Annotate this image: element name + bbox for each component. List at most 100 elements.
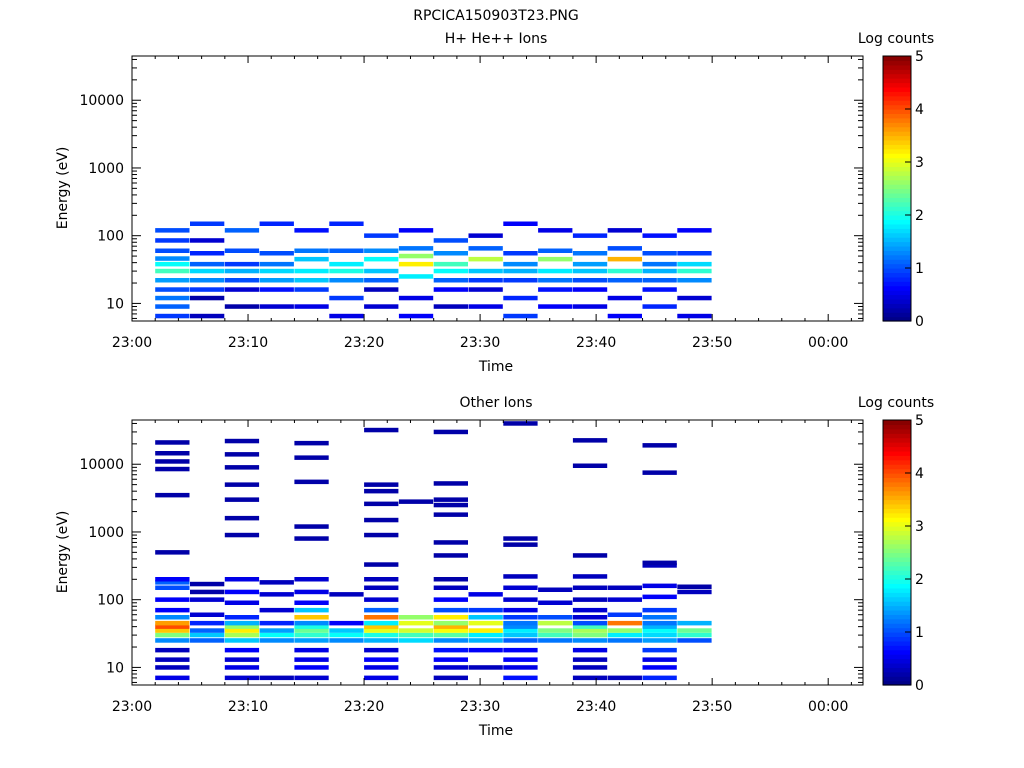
heatmap-cell <box>190 620 225 626</box>
heatmap-cell <box>190 251 225 256</box>
colorbar-segment <box>883 450 911 456</box>
colorbar-segment <box>883 245 911 251</box>
heatmap-cell <box>294 632 329 638</box>
colorbar-segment <box>883 228 911 234</box>
heatmap-cell <box>364 665 399 670</box>
heatmap-cell <box>433 585 468 590</box>
panel-hplus-heplusplus: H+ He++ Ions 23:00 23:10 23:20 23:30 23:40 23… <box>55 31 934 375</box>
colorbar-segment <box>883 424 911 430</box>
heatmap-cell <box>364 657 399 662</box>
heatmap-cell <box>538 638 573 643</box>
x-tick-label: 23:00 <box>112 335 152 351</box>
heatmap-cell <box>468 632 503 638</box>
heatmap-cell <box>607 675 642 681</box>
heatmap-cell <box>538 587 573 592</box>
heatmap-cell <box>468 278 503 283</box>
colorbar-segment <box>883 78 911 84</box>
heatmap-cell <box>224 482 260 487</box>
colorbar-segment <box>883 649 911 655</box>
heatmap-cell <box>572 438 608 443</box>
heatmap-cell <box>433 638 468 643</box>
heatmap-cell <box>538 248 573 253</box>
heatmap-cell <box>642 665 677 670</box>
heatmap-cell <box>572 304 608 309</box>
heatmap-cell <box>503 628 538 633</box>
heatmap-cell <box>294 256 329 262</box>
heatmap-cell <box>224 497 260 502</box>
colorbar-segment <box>883 215 911 221</box>
colorbar-segment <box>883 539 911 545</box>
colorbar-segment <box>883 272 911 278</box>
colorbar-segment <box>883 312 911 318</box>
heatmap-cell <box>433 261 468 267</box>
colorbar-segment <box>883 166 911 172</box>
heatmap-cell <box>364 287 399 292</box>
heatmap-cell <box>364 532 399 538</box>
heatmap-cell <box>538 268 573 274</box>
heatmap-cell <box>294 479 329 485</box>
colorbar-segment <box>883 609 911 615</box>
panel-2-cells <box>155 421 712 681</box>
heatmap-cell <box>642 647 677 653</box>
heatmap-cell <box>433 657 468 662</box>
heatmap-cell <box>572 463 608 468</box>
colorbar-segment <box>883 473 911 479</box>
heatmap-cell <box>642 233 677 238</box>
colorbar-segment <box>883 307 911 313</box>
heatmap-cell <box>294 600 329 605</box>
colorbar-segment <box>883 433 911 439</box>
heatmap-cell <box>503 620 538 626</box>
heatmap-cell <box>503 632 538 638</box>
heatmap-cell <box>259 675 294 681</box>
heatmap-cell <box>433 497 468 502</box>
heatmap-cell <box>433 577 468 582</box>
x-tick-label: 23:40 <box>576 699 616 715</box>
heatmap-cell <box>607 585 642 590</box>
heatmap-cell <box>224 589 260 595</box>
heatmap-cell <box>468 620 503 626</box>
panel-2-y-axis-label: Energy (eV) <box>55 511 71 594</box>
colorbar-tick-label: 0 <box>915 678 924 694</box>
heatmap-cell <box>433 278 468 283</box>
heatmap-cell <box>503 421 538 426</box>
heatmap-cell <box>224 261 260 267</box>
colorbar-tick-label: 2 <box>915 572 924 588</box>
heatmap-cell <box>224 577 260 582</box>
colorbar-segment <box>883 148 911 154</box>
colorbar-segment <box>883 250 911 256</box>
colorbar-segment <box>883 259 911 265</box>
colorbar-segment <box>883 126 911 132</box>
colorbar-segment <box>883 503 911 509</box>
colorbar-segment <box>883 60 911 66</box>
heatmap-cell <box>294 647 329 653</box>
heatmap-cell <box>294 589 329 595</box>
heatmap-cell <box>468 233 503 238</box>
heatmap-cell <box>190 638 225 643</box>
heatmap-cell <box>224 287 260 292</box>
heatmap-cell <box>155 624 190 629</box>
heatmap-cell <box>224 452 260 457</box>
colorbar-tick-label: 1 <box>915 261 924 277</box>
heatmap-cell <box>364 501 399 507</box>
heatmap-cell <box>329 632 364 638</box>
heatmap-cell <box>259 607 294 613</box>
heatmap-cell <box>607 278 642 283</box>
colorbar-segment <box>883 281 911 287</box>
heatmap-cell <box>677 628 712 633</box>
heatmap-cell <box>503 278 538 283</box>
heatmap-cell <box>607 638 642 643</box>
colorbar-segment <box>883 512 911 518</box>
heatmap-cell <box>503 261 538 267</box>
heatmap-cell <box>642 620 677 626</box>
heatmap-cell <box>398 499 434 504</box>
heatmap-cell <box>259 580 294 585</box>
heatmap-cell <box>364 620 399 626</box>
heatmap-cell <box>572 574 608 579</box>
colorbar-segment <box>883 499 911 505</box>
heatmap-cell <box>329 638 364 643</box>
heatmap-cell <box>433 481 468 486</box>
heatmap-cell <box>294 524 329 529</box>
colorbar-segment <box>883 442 911 448</box>
colorbar-segment <box>883 135 911 141</box>
heatmap-cell <box>433 628 468 633</box>
